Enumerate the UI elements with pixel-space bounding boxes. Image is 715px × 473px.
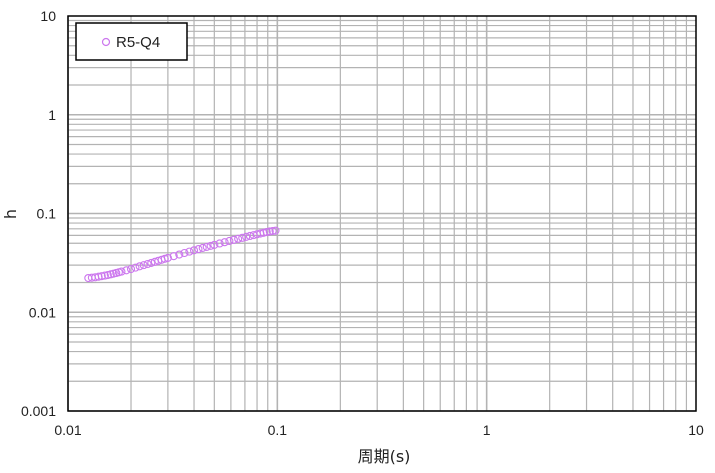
data-point <box>175 250 184 259</box>
data-point <box>225 236 234 246</box>
data-point <box>215 239 224 248</box>
data-point <box>147 258 156 267</box>
data-point <box>189 246 199 255</box>
y-axis-tick-labels: 0.001 0.01 0.1 1 10 <box>21 8 56 419</box>
series-r5-q4-points <box>84 226 280 283</box>
y-tick-label: 1 <box>48 107 56 123</box>
data-point <box>206 241 215 250</box>
data-point <box>100 271 109 280</box>
y-axis-title: h <box>1 209 20 219</box>
data-point <box>126 264 136 274</box>
data-point <box>268 226 277 236</box>
data-point <box>202 242 211 251</box>
legend-entry-label: R5-Q4 <box>116 34 160 51</box>
data-point <box>198 243 207 252</box>
y-tick-label: 0.1 <box>37 206 57 222</box>
data-point <box>259 228 268 237</box>
y-tick-label: 0.001 <box>21 403 56 419</box>
data-point <box>163 253 172 262</box>
data-point <box>135 262 144 271</box>
data-point <box>169 252 178 261</box>
data-point <box>234 234 243 243</box>
data-point <box>122 266 131 275</box>
data-point <box>185 247 194 256</box>
data-point <box>194 245 203 254</box>
data-point <box>94 272 103 281</box>
x-tick-label: 10 <box>688 422 704 438</box>
x-tick-label: 1 <box>483 422 491 438</box>
legend-marker-icon <box>101 37 111 47</box>
data-point <box>180 248 189 258</box>
y-tick-label: 0.01 <box>29 304 56 320</box>
data-point <box>160 254 169 263</box>
data-point <box>210 240 219 249</box>
data-point <box>117 267 126 276</box>
legend: R5-Q4 <box>75 22 188 61</box>
x-axis-tick-labels: 0.01 0.1 1 10 <box>54 422 704 438</box>
data-point <box>238 233 247 242</box>
data-point <box>97 272 106 281</box>
legend-box <box>75 22 188 61</box>
data-point <box>143 259 152 269</box>
data-point <box>139 261 148 270</box>
plot-frame <box>67 15 697 412</box>
data-point <box>265 227 274 236</box>
data-point <box>220 238 229 247</box>
data-point <box>131 263 140 272</box>
x-axis-title: 周期(s) <box>358 447 411 466</box>
data-point <box>242 232 251 241</box>
data-point <box>262 228 271 237</box>
x-tick-label: 0.1 <box>268 422 288 438</box>
x-tick-label: 0.01 <box>54 422 81 438</box>
data-point <box>229 235 238 244</box>
data-point <box>271 226 280 235</box>
y-tick-label: 10 <box>40 8 56 24</box>
